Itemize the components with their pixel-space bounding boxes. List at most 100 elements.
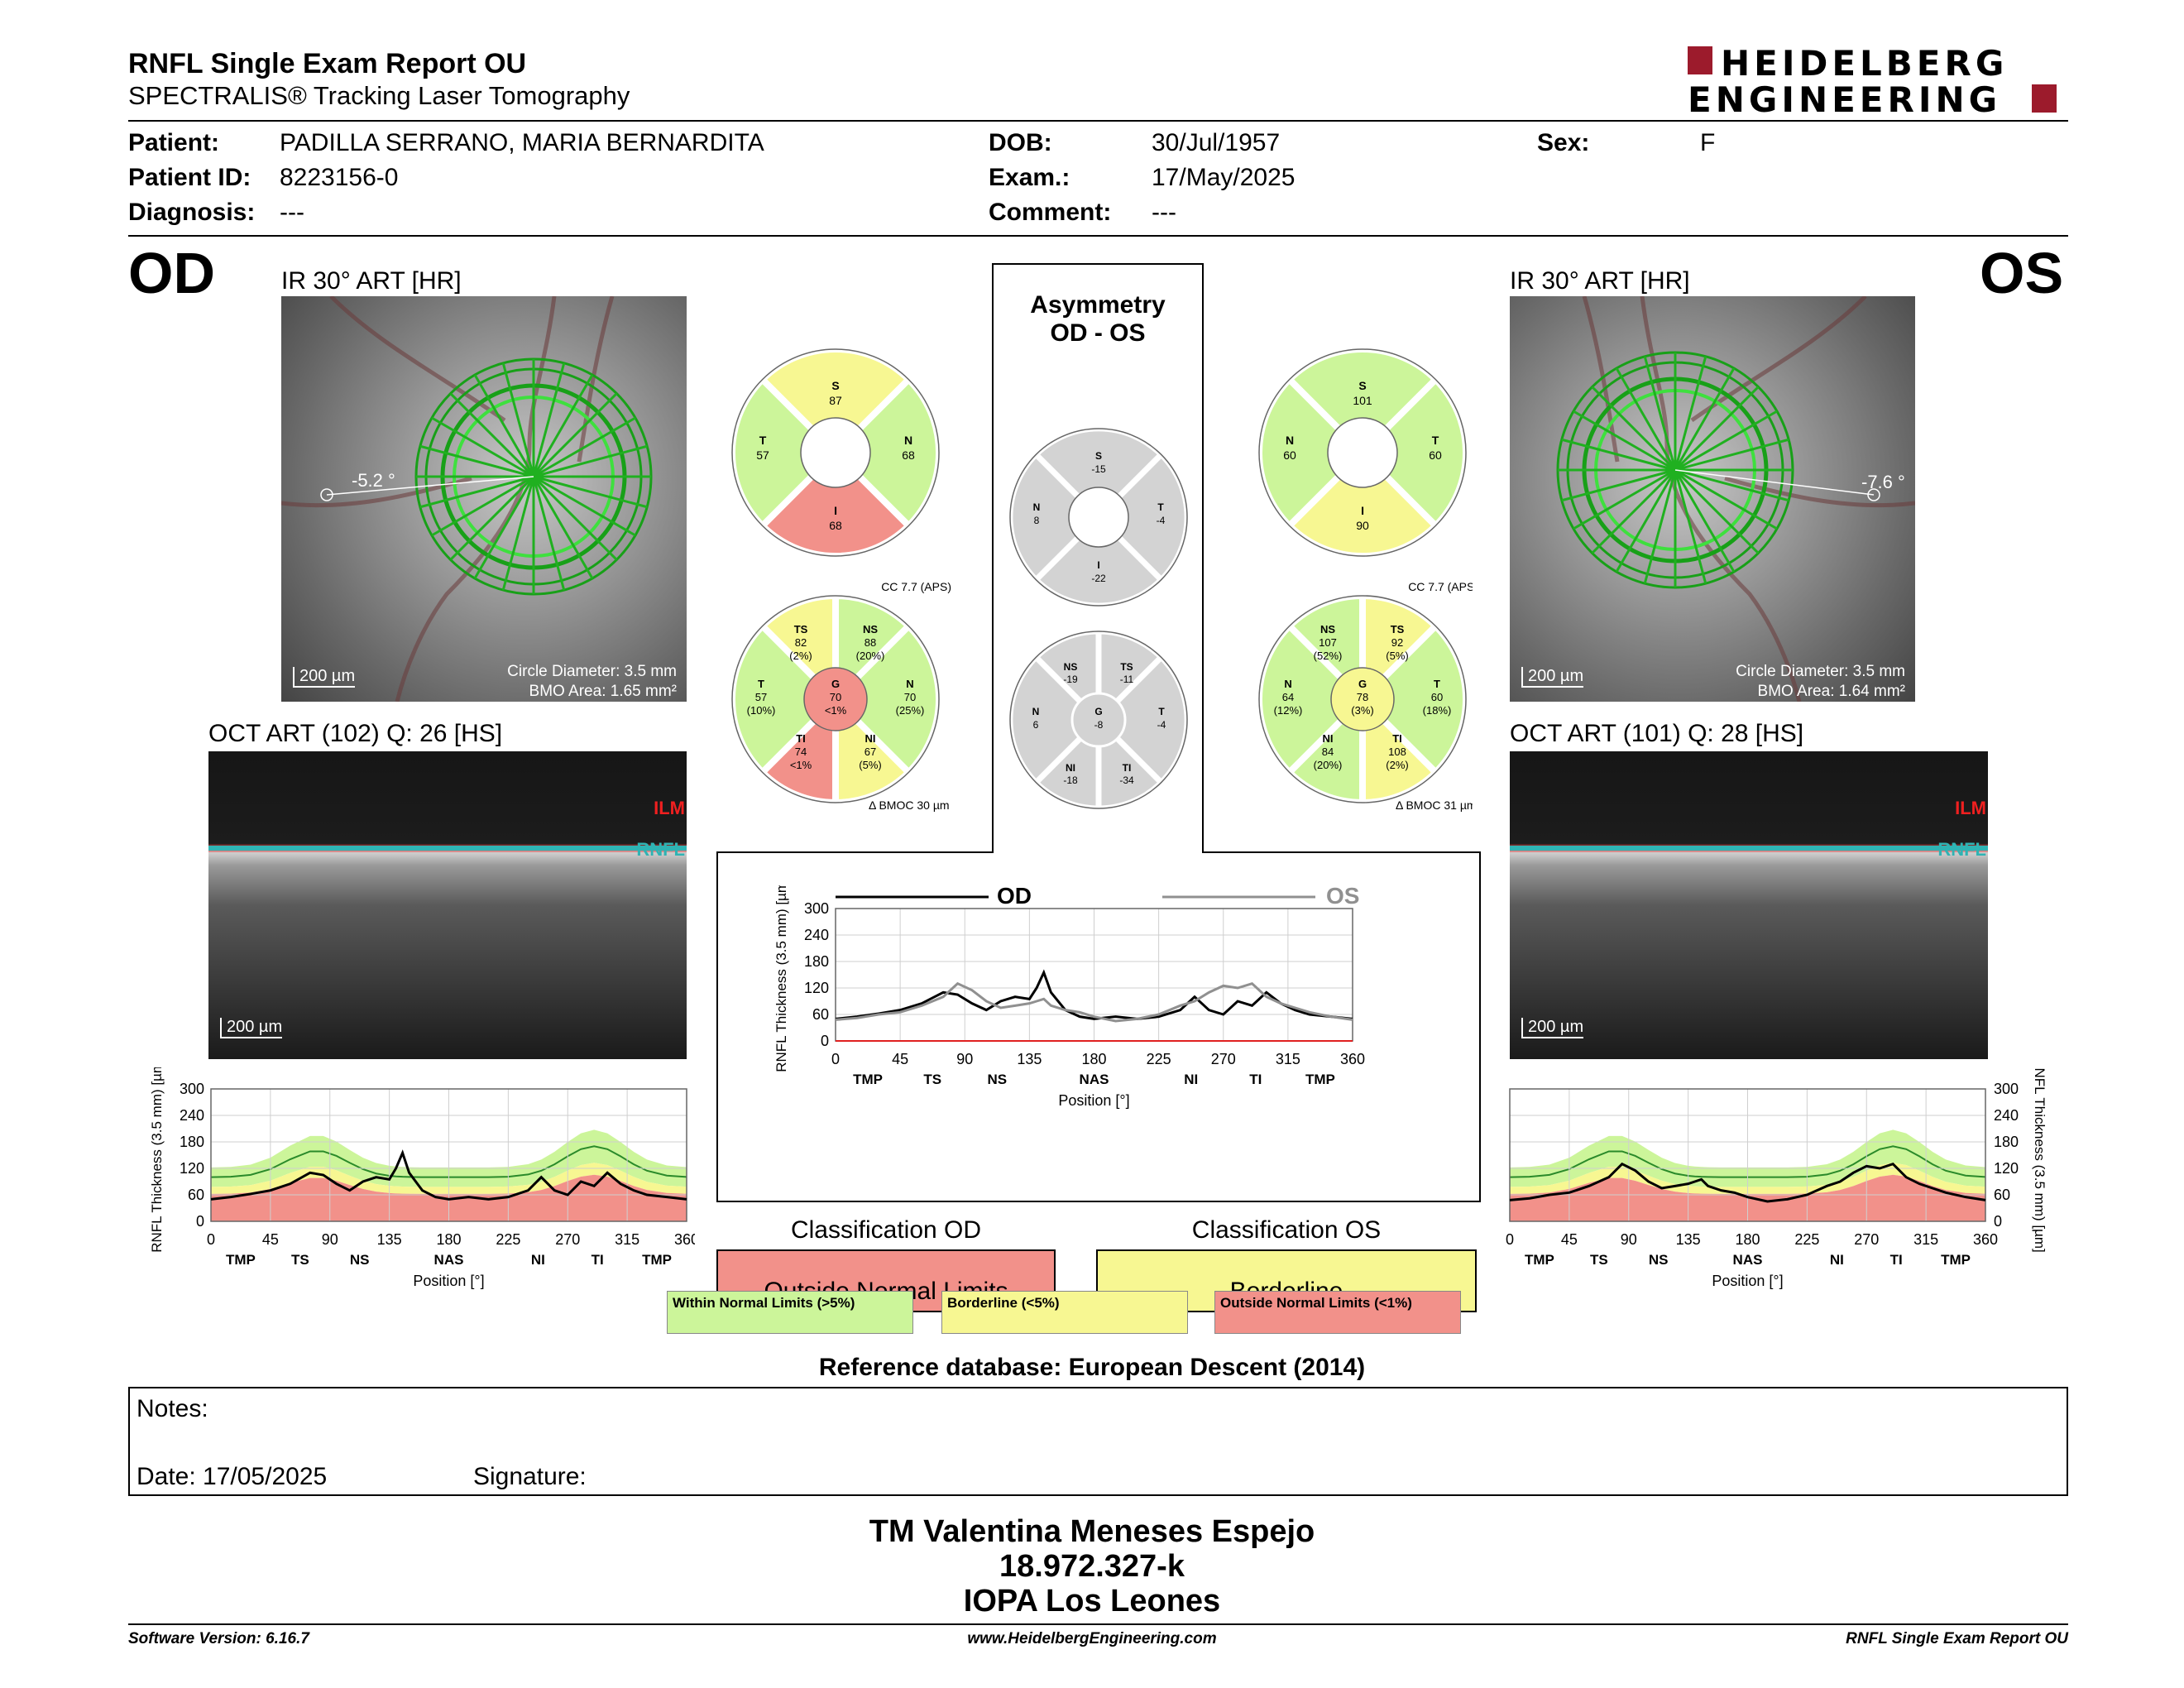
asymmetry-title: Asymmetry: [1030, 291, 1166, 319]
od-rnfl-label: RNFL: [636, 839, 685, 860]
svg-text:(2%): (2%): [789, 650, 812, 662]
os-sector-pie: NS 107 (52%) TS 92 (5%) T 60 (18%) TI 10…: [1255, 592, 1470, 807]
svg-text:NI: NI: [1323, 732, 1334, 745]
svg-text:60: 60: [1431, 691, 1443, 703]
x-tick-label: 270: [1854, 1231, 1879, 1248]
svg-text:-11: -11: [1120, 674, 1134, 685]
svg-text:T: T: [758, 678, 764, 690]
od-ir-scale: 200 µm: [293, 667, 356, 688]
svg-text:N: N: [1033, 501, 1041, 513]
svg-text:N: N: [1284, 678, 1291, 690]
y-tick-label: 60: [1994, 1187, 2010, 1203]
sector-label: TMP: [853, 1072, 883, 1087]
os-oct-scale: 200 µm: [1521, 1018, 1584, 1038]
y-tick-label: 120: [1994, 1160, 2019, 1177]
sector-label: NI: [531, 1252, 545, 1268]
svg-text:(20%): (20%): [1314, 759, 1343, 771]
exam-label: Exam.:: [989, 164, 1070, 191]
od-circle-diameter: Circle Diameter: 3.5 mm: [507, 663, 677, 680]
svg-text:TI: TI: [796, 732, 806, 745]
legend-os-label: OS: [1326, 885, 1359, 909]
sex-label: Sex:: [1537, 129, 1590, 156]
svg-text:-4: -4: [1157, 719, 1166, 731]
svg-text:(5%): (5%): [859, 759, 881, 771]
legend-od-label: OD: [997, 885, 1032, 909]
y-tick-label: 60: [812, 1006, 829, 1023]
x-axis-label: Position [°]: [1058, 1092, 1129, 1109]
os-rnfl-label: RNFL: [1937, 839, 1986, 860]
od-quad-n: 68: [902, 448, 915, 462]
y-tick-label: 0: [196, 1213, 204, 1230]
x-tick-label: 180: [436, 1231, 461, 1248]
dob-label: DOB:: [989, 129, 1052, 156]
y-axis-label: RNFL Thickness (3.5 mm) [µm]: [149, 1067, 165, 1253]
y-tick-label: 180: [1994, 1134, 2019, 1150]
x-tick-label: 360: [1973, 1231, 1998, 1248]
od-quad-t: 57: [756, 448, 769, 462]
x-tick-label: 0: [1506, 1231, 1514, 1248]
footer-website[interactable]: www.HeidelbergEngineering.com: [967, 1630, 1217, 1647]
os-eye-label: OS: [1980, 241, 2064, 305]
asym-quadrant-pie: S -15 N 8 T -4 I -22: [1007, 425, 1190, 609]
series-line: [210, 1149, 687, 1201]
svg-text:I: I: [834, 504, 837, 517]
od-thickness-chart: 06012018024030004590135180225270315360TM…: [149, 1067, 695, 1289]
svg-text:G: G: [1358, 678, 1367, 690]
footer-report-name: RNFL Single Exam Report OU: [1846, 1630, 2068, 1647]
y-tick-label: 240: [180, 1107, 204, 1124]
os-fundus-image: -7.6 ° 200 µm Circle Diameter: 3.5 mm BM…: [1510, 296, 1915, 702]
series-line: [835, 981, 1353, 1023]
sector-label: TMP: [226, 1252, 256, 1268]
x-tick-label: 225: [1147, 1051, 1171, 1067]
sector-label: NAS: [434, 1252, 464, 1268]
svg-text:T: T: [1434, 678, 1440, 690]
od-cc: CC 7.7 (APS): [881, 580, 951, 593]
y-tick-label: 120: [180, 1160, 204, 1177]
y-tick-label: 0: [1994, 1213, 2002, 1230]
footer-software-version: Software Version: 6.16.7: [128, 1630, 309, 1647]
x-tick-label: 180: [1081, 1051, 1106, 1067]
od-bmo-area: BMO Area: 1.65 mm²: [529, 683, 677, 700]
svg-text:57: 57: [755, 691, 767, 703]
svg-text:(5%): (5%): [1386, 650, 1408, 662]
od-classification-title: Classification OD: [790, 1216, 982, 1244]
svg-text:N: N: [1286, 434, 1294, 447]
os-ir-title: IR 30° ART [HR]: [1510, 267, 1690, 295]
svg-text:TS: TS: [794, 623, 808, 635]
svg-text:T: T: [1432, 434, 1439, 447]
report-title: RNFL Single Exam Report OU: [128, 48, 527, 79]
sector-label: NS: [988, 1072, 1008, 1087]
series-line: [1509, 1162, 1986, 1203]
svg-text:67: 67: [864, 746, 876, 758]
od-ilm-label: ILM: [654, 798, 685, 818]
od-oct-scale: 200 µm: [220, 1018, 283, 1038]
diagnosis-label: Diagnosis:: [128, 199, 256, 226]
svg-text:I: I: [1097, 559, 1099, 571]
svg-text:90: 90: [1356, 519, 1369, 532]
od-scan-circle: [281, 296, 653, 702]
svg-text:82: 82: [795, 636, 807, 649]
od-fundus-image: -5.2 ° 200 µm Circle Diameter: 3.5 mm BM…: [281, 296, 687, 702]
svg-text:TI: TI: [1123, 762, 1132, 774]
notes-box[interactable]: Notes: Date: 17/05/2025 Signature:: [128, 1387, 2068, 1496]
legend-borderline: Borderline (<5%): [941, 1291, 1188, 1334]
svg-text:74: 74: [795, 746, 807, 758]
x-tick-label: 225: [496, 1231, 520, 1248]
od-oct-image: ILM RNFL 200 µm: [208, 751, 687, 1059]
x-tick-label: 315: [615, 1231, 639, 1248]
svg-text:(20%): (20%): [856, 650, 885, 662]
y-tick-label: 180: [804, 953, 829, 970]
svg-text:I: I: [1361, 504, 1364, 517]
sector-label: NS: [1649, 1252, 1669, 1268]
asym-sector-pie: NS -19 TS -11 N 6 G -8 T -4 NI -18 TI -3…: [1007, 628, 1190, 812]
logo-line2: ENGINEERING: [1688, 79, 2002, 120]
x-tick-label: 90: [322, 1231, 338, 1248]
os-ilm-label: ILM: [1955, 798, 1986, 818]
os-scan-circle: [1556, 296, 1915, 702]
patient-name: PADILLA SERRANO, MARIA BERNARDITA: [280, 129, 764, 156]
svg-text:TS: TS: [1391, 623, 1405, 635]
svg-text:S: S: [831, 379, 839, 392]
os-oct-image: ILM RNFL 200 µm: [1510, 751, 1988, 1059]
svg-text:70: 70: [830, 691, 841, 703]
